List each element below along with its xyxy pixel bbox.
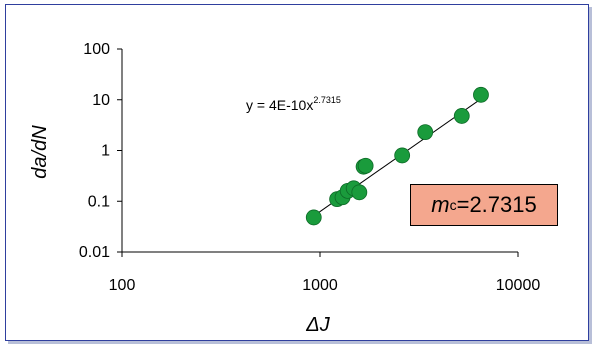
x-tick-label: 100: [109, 277, 136, 294]
trendline-equation: y = 4E-10x2.7315: [246, 95, 341, 113]
y-tick-label: 0.01: [79, 244, 110, 261]
data-point: [357, 157, 374, 174]
y-tick-label: 0.1: [88, 193, 110, 210]
data-point: [473, 86, 489, 103]
x-tick-label: 10000: [496, 277, 541, 294]
x-axis-title: ΔJ: [305, 314, 330, 336]
y-tick-label: 100: [83, 41, 110, 58]
y-tick-label: 10: [92, 92, 110, 109]
x-tick-label: 1000: [302, 277, 338, 294]
mc-value: =2.7315: [456, 192, 537, 217]
chart-frame: [5, 4, 589, 341]
y-axis-title-text: da/dN: [29, 125, 51, 179]
data-point: [351, 184, 368, 201]
equation-main: y = 4E-10x: [246, 97, 313, 113]
x-axis-title-text: ΔJ: [305, 314, 330, 336]
data-point: [453, 108, 470, 124]
y-tick-label: 1: [101, 143, 110, 160]
equation-exponent: 2.7315: [313, 95, 341, 105]
mc-subscript: c: [449, 197, 457, 213]
y-axis-title: da/dN: [29, 125, 51, 179]
data-points: [305, 86, 489, 226]
data-point: [394, 147, 411, 164]
axes: 0.01 0.1 1 10 100 100 1000 10000: [79, 41, 540, 294]
mc-symbol: m: [431, 192, 450, 217]
mc-annotation: m c =2.7315: [410, 184, 558, 226]
data-point: [305, 209, 322, 226]
data-point: [417, 124, 434, 141]
